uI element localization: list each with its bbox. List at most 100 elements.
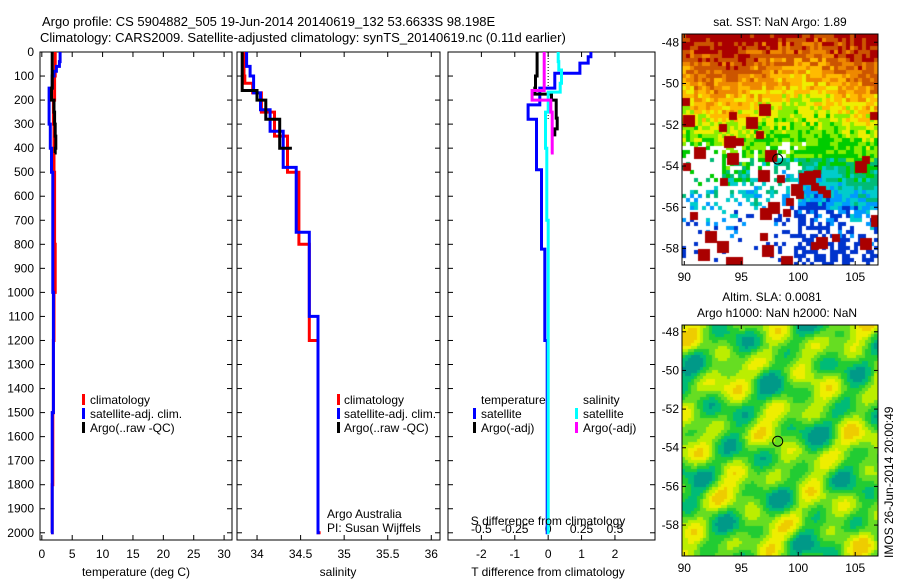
series-line-argo-raw-qc-: [240, 52, 292, 150]
y-tick-label: 1900: [7, 502, 34, 516]
series-line-argo-raw-qc-: [50, 52, 58, 155]
lat-tick-label: -52: [662, 118, 680, 132]
sst-map-title: sat. SST: NaN Argo: 1.89: [713, 15, 847, 29]
sdiff-xlabel: S difference from climatology: [471, 514, 626, 528]
y-tick-label: 1300: [7, 358, 34, 372]
y-tick-label: 900: [14, 261, 34, 275]
legend-swatch-climatology: [337, 394, 340, 405]
lon-tick-label: 100: [788, 561, 808, 575]
legend-label: satellite: [481, 407, 522, 421]
series-line-s-satellite: [544, 52, 563, 535]
y-tick-label: 0: [27, 45, 34, 59]
temperature-legend: climatology satellite-adj. clim. Argo(..…: [82, 393, 182, 435]
y-tick-label: 1000: [7, 285, 34, 299]
difference-panel: -2 -1 0 1 2-0.5 -0.25 0 0.25 0.5: [447, 51, 656, 561]
lon-tick-label: 90: [678, 270, 692, 284]
annotation-pi: PI: Susan Wijffels: [327, 521, 421, 535]
sla-map: [682, 325, 878, 556]
lat-tick-label: -56: [662, 200, 680, 214]
sla-map-title-2: Argo h1000: NaN h2000: NaN: [697, 306, 857, 320]
sla-map-axes: 90 95 100 105 -48 -50 -52 -54 -56 -58: [662, 324, 879, 575]
y-tick-label: 1600: [7, 430, 34, 444]
legend-title-temperature: temperature: [481, 393, 546, 407]
lon-tick-label: 95: [735, 561, 749, 575]
legend-label: satellite-adj. clim.: [90, 407, 182, 421]
temperature-xlabel: temperature (deg C): [82, 565, 190, 579]
x-tick-label: 0: [545, 547, 552, 561]
x-tick-label: -2: [476, 547, 487, 561]
argo-location-marker: [772, 435, 784, 447]
x-tick-label: 20: [157, 547, 171, 561]
legend-label: climatology: [344, 393, 404, 407]
annotation-argo-australia: Argo Australia: [327, 507, 402, 521]
x-tick-label: 15: [126, 547, 140, 561]
legend-swatch-climatology: [82, 394, 85, 405]
series-line-satellite-adj-clim-: [47, 52, 62, 535]
series-line-t-satellite: [526, 52, 593, 535]
lat-tick-label: -50: [662, 363, 680, 377]
y-tick-label: 1200: [7, 333, 34, 347]
title-line-1: Argo profile: CS 5904882_505 19-Jun-2014…: [42, 14, 496, 29]
legend-swatch-argo: [82, 422, 85, 433]
legend-swatch-satellite: [337, 408, 340, 419]
x-tick-label: 34: [250, 547, 264, 561]
legend-swatch-t-argo: [473, 422, 476, 433]
y-tick-label: 500: [14, 165, 34, 179]
legend-label: satellite: [583, 407, 624, 421]
x-tick-label: 35.5: [376, 547, 400, 561]
x2-tick-label: -0.25: [501, 522, 529, 536]
x-tick-label: 2: [612, 547, 619, 561]
lon-tick-label: 105: [845, 561, 865, 575]
legend-swatch-s-argo: [575, 422, 578, 433]
salinity-panel: 34 34.5 35 35.5 36: [236, 51, 441, 561]
plot-frame: [447, 51, 656, 541]
legend-title-salinity: salinity: [583, 393, 620, 407]
lat-tick-label: -56: [662, 479, 680, 493]
legend-label: climatology: [90, 393, 150, 407]
y-tick-label: 300: [14, 117, 34, 131]
legend-label: satellite-adj. clim.: [344, 407, 436, 421]
map-frame: [681, 324, 879, 557]
x-tick-label: 34.5: [289, 547, 313, 561]
salinity-legend: climatology satellite-adj. clim. Argo(..…: [337, 393, 436, 435]
y-tick-label: 100: [14, 69, 34, 83]
plot-frame: [39, 51, 233, 541]
sla-map-title-1: Altim. SLA: 0.0081: [722, 290, 822, 304]
lat-tick-label: -54: [662, 441, 680, 455]
sst-map-axes: 90 95 100 105 -48 -50 -52 -54 -56 -58: [662, 33, 879, 284]
series-line-climatology: [242, 52, 321, 535]
x-tick-label: 36: [425, 547, 439, 561]
x-tick-label: 35: [337, 547, 351, 561]
map-frame: [681, 33, 879, 266]
tdiff-xlabel: T difference from climatology: [471, 565, 625, 579]
imos-stamp: IMOS 26-Jun-2014 20:00:49: [882, 406, 896, 558]
sst-map: [682, 34, 878, 265]
y-tick-label: 1100: [8, 309, 34, 323]
lat-tick-label: -58: [662, 518, 680, 532]
legend-swatch-t-satellite: [473, 408, 476, 419]
x-tick-label: 1: [578, 547, 585, 561]
y-tick-label: 200: [14, 93, 34, 107]
argo-location-marker: [772, 153, 784, 165]
title-line-2: Climatology: CARS2009. Satellite-adjuste…: [40, 30, 566, 45]
temperature-panel: 0100200300400500600700800900100011001200…: [7, 45, 233, 561]
x-tick-label: 0: [38, 547, 45, 561]
x2-tick-label: 0.25: [570, 522, 594, 536]
difference-legend: temperature satellite Argo(-adj) salinit…: [473, 393, 636, 435]
x2-tick-label: -0.5: [471, 522, 492, 536]
legend-swatch-satellite: [82, 408, 85, 419]
legend-label: Argo(..raw -QC): [344, 421, 429, 435]
lat-tick-label: -50: [662, 77, 680, 91]
legend-label: Argo(-adj): [481, 421, 534, 435]
x-tick-label: -1: [509, 547, 520, 561]
y-tick-label: 700: [14, 213, 34, 227]
y-tick-label: 1800: [7, 478, 34, 492]
lon-tick-label: 90: [678, 561, 692, 575]
lon-tick-label: 95: [735, 270, 749, 284]
y-tick-label: 1700: [7, 454, 34, 468]
series-line-satellite-adj-clim-: [245, 52, 320, 535]
lon-tick-label: 105: [845, 270, 865, 284]
x-tick-label: 25: [187, 547, 201, 561]
plot-frame: [236, 51, 441, 541]
